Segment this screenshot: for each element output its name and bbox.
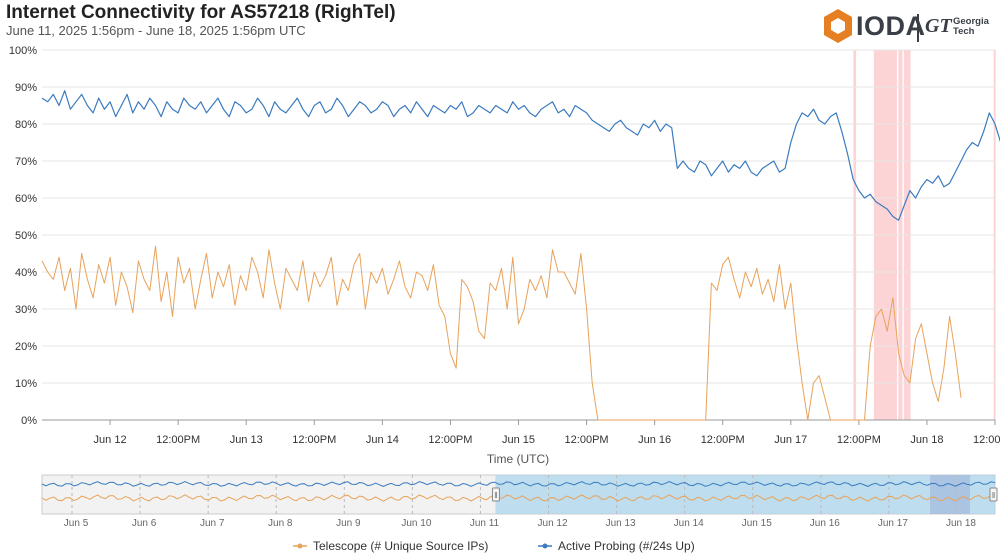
x-axis: Jun 12 12:00PM Jun 13 12:00PM Jun 14 12:00PM J… xyxy=(94,420,1000,446)
y-tick-label: 60% xyxy=(15,193,37,205)
navigator-telescope-line xyxy=(41,494,996,502)
x-tick-label: 12:00PM xyxy=(701,434,745,446)
chart-subtitle: June 11, 2025 1:56pm - June 18, 2025 1:5… xyxy=(6,23,306,38)
y-tick-label: 50% xyxy=(15,230,37,242)
y-tick-label: 100% xyxy=(9,45,37,57)
navigator-tick-label: Jun 16 xyxy=(810,518,840,529)
navigator-tick-label: Jun 18 xyxy=(946,518,976,529)
x-tick-label: 12:00PM xyxy=(973,434,1000,446)
navigator-tick-label: Jun 9 xyxy=(336,518,361,529)
x-tick-label: Jun 12 xyxy=(94,434,127,446)
grid-lines xyxy=(42,49,995,421)
navigator-tick-label: Jun 14 xyxy=(674,518,704,529)
legend-item-label[interactable]: Telescope (# Unique Source IPs) xyxy=(313,539,488,553)
x-tick-label: Jun 16 xyxy=(638,434,671,446)
navigator-left-handle[interactable] xyxy=(491,487,500,502)
x-tick-label: 12:00PM xyxy=(565,434,609,446)
navigator-tick-label: Jun 6 xyxy=(132,518,157,529)
gt-wordmark-line2: Tech xyxy=(953,26,975,37)
logo-divider xyxy=(917,14,919,42)
navigator-tick-label: Jun 11 xyxy=(470,518,500,529)
navigator-right-handle[interactable] xyxy=(989,487,998,502)
navigator-tick-label: Jun 12 xyxy=(538,518,568,529)
series-lines xyxy=(41,90,1000,421)
navigator-tick-label: Jun 5 xyxy=(64,518,89,529)
telescope-series-line[interactable] xyxy=(41,245,962,421)
navigator-tick-label: Jun 10 xyxy=(401,518,431,529)
legend-swatch-dot xyxy=(297,543,303,549)
navigator-tick-label: Jun 13 xyxy=(606,518,636,529)
y-tick-label: 90% xyxy=(15,82,37,94)
ioda-wordmark: IODA xyxy=(856,11,926,41)
y-tick-label: 30% xyxy=(15,304,37,316)
legend-swatch-dot xyxy=(542,543,548,549)
y-tick-label: 40% xyxy=(15,267,37,279)
x-tick-label: 12:00PM xyxy=(292,434,336,446)
navigator-tick-label: Jun 7 xyxy=(200,518,225,529)
gt-wordmark-line1: Georgia xyxy=(953,16,989,27)
legend: Telescope (# Unique Source IPs) Active Pr… xyxy=(293,539,695,553)
x-tick-label: 12:00PM xyxy=(156,434,200,446)
navigator-tick-label: Jun 8 xyxy=(268,518,293,529)
navigator-handle-grip-icon: ‖ xyxy=(494,491,497,500)
navigator-handle-grip-icon: ‖ xyxy=(992,491,995,500)
legend-item-label[interactable]: Active Probing (#/24s Up) xyxy=(558,539,695,553)
ioda-hexagon-icon xyxy=(824,9,852,43)
x-tick-label: 12:00PM xyxy=(837,434,881,446)
y-tick-label: 10% xyxy=(15,378,37,390)
y-axis: 0% 10% 20% 30% 40% 50% 60% 70% 80% 90% 100% xyxy=(9,45,37,427)
navigator-tick-label: Jun 17 xyxy=(878,518,908,529)
navigator-outage-band xyxy=(930,475,970,514)
navigator: Jun 5 Jun 6 Jun 7 Jun 8 Jun 9 Jun 10 Jun 11 Jun… xyxy=(41,474,998,529)
gt-monogram-icon: GT xyxy=(925,15,952,37)
x-tick-label: Jun 14 xyxy=(366,434,399,446)
x-tick-label: Jun 17 xyxy=(774,434,807,446)
x-tick-label: 12:00PM xyxy=(428,434,472,446)
chart-title: Internet Connectivity for AS57218 (RighT… xyxy=(6,2,396,23)
navigator-active-probing-line xyxy=(41,481,996,487)
x-tick-label: Jun 13 xyxy=(230,434,263,446)
navigator-tick-label: Jun 15 xyxy=(742,518,772,529)
x-axis-title: Time (UTC) xyxy=(487,452,549,466)
ioda-gt-logo[interactable]: IODA GT Georgia Tech xyxy=(822,8,994,48)
x-tick-label: Jun 15 xyxy=(502,434,535,446)
y-tick-label: 20% xyxy=(15,341,37,353)
x-tick-label: Jun 18 xyxy=(910,434,943,446)
navigator-selection[interactable] xyxy=(495,475,995,514)
y-tick-label: 80% xyxy=(15,119,37,131)
y-tick-label: 70% xyxy=(15,156,37,168)
y-tick-label: 0% xyxy=(21,415,37,427)
active-probing-series-line[interactable] xyxy=(41,90,1000,221)
